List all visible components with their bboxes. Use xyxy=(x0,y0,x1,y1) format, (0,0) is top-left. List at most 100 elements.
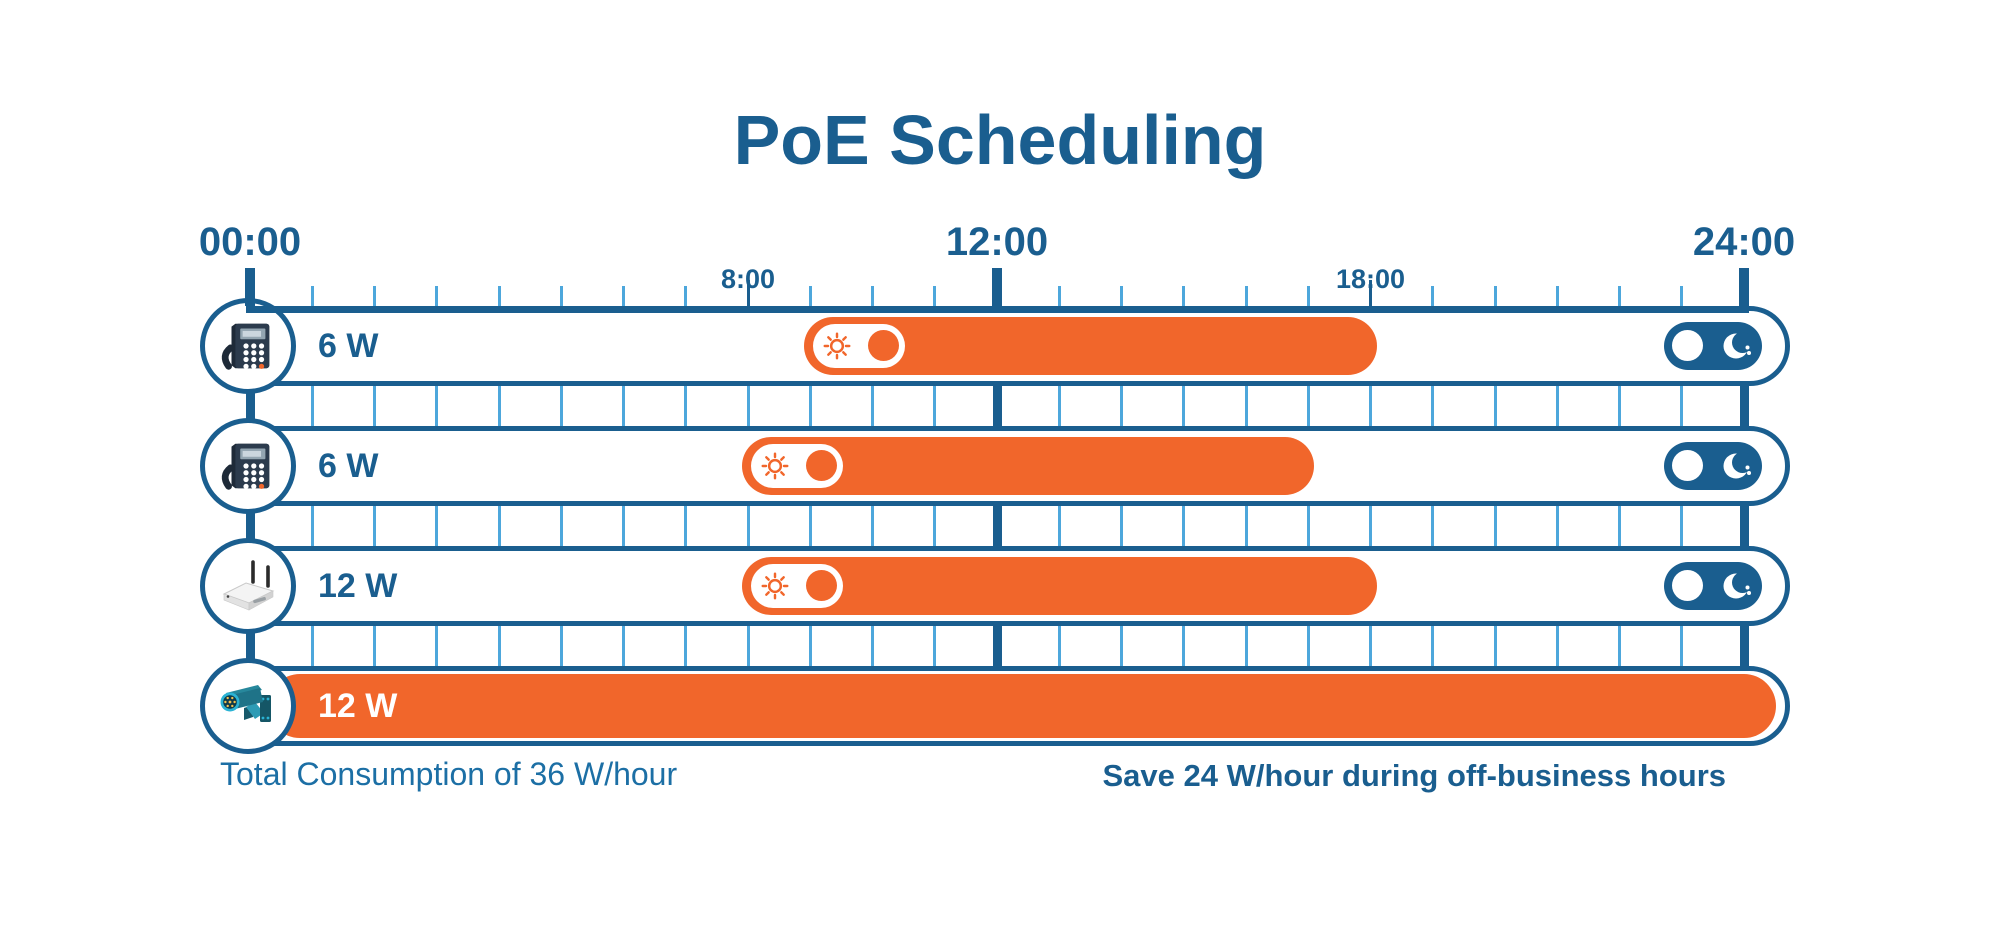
day-toggle-knob xyxy=(806,570,837,601)
night-off-toggle[interactable] xyxy=(1664,442,1762,490)
ip-phone-icon xyxy=(216,314,280,378)
hour-tick xyxy=(1431,286,1435,306)
hour-gridline xyxy=(245,506,255,546)
hour-gridline xyxy=(497,506,501,546)
day-toggle-knob xyxy=(868,330,900,361)
hour-gridline xyxy=(1680,506,1684,546)
hour-tick xyxy=(435,286,439,306)
hour-tick xyxy=(1618,286,1621,306)
hour-tick xyxy=(1306,286,1310,306)
hour-gridline xyxy=(808,626,812,666)
hour-tick xyxy=(1369,280,1372,306)
power-on-schedule-bar xyxy=(268,674,1776,738)
hour-gridline xyxy=(808,386,812,426)
night-off-toggle[interactable] xyxy=(1664,562,1762,610)
device-circle xyxy=(200,298,296,394)
hour-tick xyxy=(871,286,874,306)
hour-gridline xyxy=(435,626,439,666)
hour-gridline xyxy=(1120,626,1123,666)
hour-gridline xyxy=(559,386,563,426)
hour-gridline xyxy=(1431,506,1435,546)
day-toggle-knob xyxy=(806,450,837,481)
hour-gridline xyxy=(245,386,255,426)
day-on-toggle[interactable] xyxy=(813,324,906,368)
night-off-toggle[interactable] xyxy=(1664,322,1762,370)
hour-gridline xyxy=(622,506,625,546)
device-circle xyxy=(200,538,296,634)
hour-tick xyxy=(1244,286,1248,306)
hour-gridline xyxy=(746,386,750,426)
time-label-1800: 18:00 xyxy=(1335,264,1406,294)
hour-gridline xyxy=(1555,386,1559,426)
hour-gridline xyxy=(1739,626,1749,666)
moon-icon xyxy=(1721,328,1757,364)
hour-tick xyxy=(497,286,501,306)
hour-gridline xyxy=(808,506,812,546)
hour-gridline xyxy=(992,386,1002,426)
major-tick xyxy=(1739,268,1749,306)
hour-gridline xyxy=(1680,626,1684,666)
hour-tick xyxy=(1555,286,1559,306)
hour-gridline xyxy=(373,506,376,546)
hour-gridline xyxy=(1369,626,1372,666)
day-on-toggle[interactable] xyxy=(751,564,843,608)
night-toggle-knob xyxy=(1672,330,1703,361)
night-toggle-knob xyxy=(1672,450,1703,481)
hour-tick xyxy=(746,280,750,306)
hour-tick xyxy=(1182,286,1186,306)
hour-gridline xyxy=(1555,506,1559,546)
sun-icon xyxy=(820,329,854,363)
hour-gridline xyxy=(1306,626,1310,666)
hour-gridline xyxy=(684,626,688,666)
hour-gridline xyxy=(992,506,1002,546)
hour-gridline xyxy=(1493,506,1497,546)
hour-gridline xyxy=(622,626,625,666)
hour-gridline xyxy=(1369,506,1372,546)
timeline-baseline xyxy=(246,306,1749,313)
power-on-schedule-bar xyxy=(742,557,1377,615)
hour-gridline xyxy=(871,506,874,546)
hour-gridline xyxy=(1057,386,1061,426)
hour-tick xyxy=(622,286,625,306)
hour-gridline xyxy=(373,386,376,426)
sun-icon xyxy=(758,569,792,603)
power-label: 12 W xyxy=(318,567,398,605)
hour-gridline xyxy=(933,386,937,426)
night-toggle-knob xyxy=(1672,570,1703,601)
savings-label: Save 24 W/hour during off-business hours xyxy=(1102,758,1726,793)
hour-tick xyxy=(684,286,688,306)
hour-gridline xyxy=(1306,386,1310,426)
hour-gridline xyxy=(1493,386,1497,426)
hour-gridline xyxy=(435,506,439,546)
camera-icon xyxy=(216,674,280,738)
hour-tick xyxy=(1680,286,1684,306)
access-point-icon xyxy=(216,554,280,618)
sun-icon xyxy=(758,449,792,483)
hour-tick xyxy=(933,286,937,306)
major-tick xyxy=(992,268,1002,306)
hour-gridline xyxy=(684,506,688,546)
hour-tick xyxy=(1493,286,1497,306)
hour-gridline xyxy=(1306,506,1310,546)
hour-gridline xyxy=(373,626,376,666)
hour-gridline xyxy=(1431,386,1435,426)
hour-gridline xyxy=(1739,506,1749,546)
hour-gridline xyxy=(1739,386,1749,426)
hour-tick xyxy=(1057,286,1061,306)
hour-gridline xyxy=(871,386,874,426)
power-label: 6 W xyxy=(318,327,379,365)
hour-gridline xyxy=(245,626,255,666)
ip-phone-icon xyxy=(216,434,280,498)
time-label-1200: 12:00 xyxy=(945,220,1049,264)
hour-gridline xyxy=(622,386,625,426)
hour-gridline xyxy=(559,626,563,666)
hour-tick xyxy=(373,286,376,306)
hour-gridline xyxy=(435,386,439,426)
day-on-toggle[interactable] xyxy=(751,444,843,488)
hour-gridline xyxy=(1244,626,1248,666)
hour-gridline xyxy=(1057,626,1061,666)
hour-gridline xyxy=(933,626,937,666)
hour-tick xyxy=(559,286,563,306)
hour-gridline xyxy=(1680,386,1684,426)
